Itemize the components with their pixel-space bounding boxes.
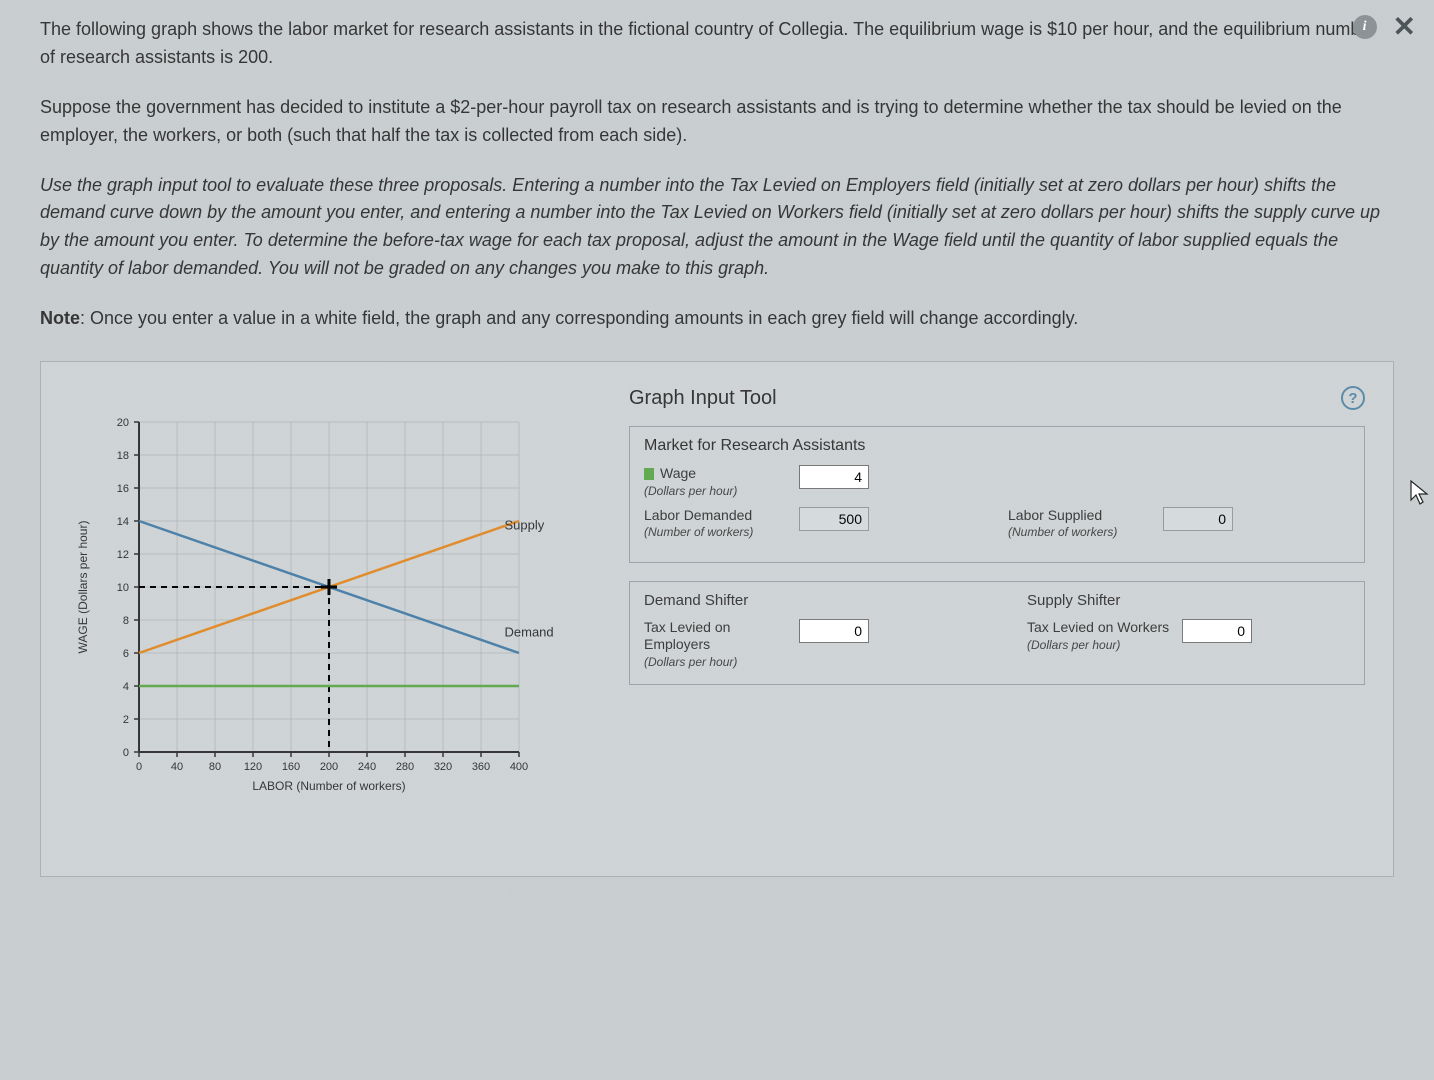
market-section-title: Market for Research Assistants (644, 437, 1350, 455)
shifter-section: Demand Shifter Tax Levied on Employers (… (629, 581, 1365, 684)
svg-text:360: 360 (472, 761, 490, 773)
info-icon[interactable]: i (1353, 15, 1377, 39)
labor-demanded-label: Labor Demanded (Number of workers) (644, 507, 789, 541)
svg-text:120: 120 (244, 761, 262, 773)
svg-text:12: 12 (117, 549, 129, 561)
svg-text:20: 20 (117, 417, 129, 429)
graph-panel: 0246810121416182004080120160200240280320… (40, 361, 1394, 877)
demand-shifter-title: Demand Shifter (644, 592, 967, 609)
note-paragraph: Note: Once you enter a value in a white … (40, 305, 1394, 333)
svg-text:14: 14 (117, 516, 129, 528)
labor-demanded-sub: (Number of workers) (644, 525, 753, 539)
svg-text:WAGE (Dollars per hour): WAGE (Dollars per hour) (76, 521, 90, 654)
tax-employers-input[interactable] (799, 619, 869, 643)
tool-title: Graph Input Tool (629, 387, 777, 410)
tax-employers-sub: (Dollars per hour) (644, 655, 737, 669)
svg-text:240: 240 (358, 761, 376, 773)
tax-workers-input[interactable] (1182, 619, 1252, 643)
svg-text:18: 18 (117, 450, 129, 462)
svg-text:2: 2 (123, 714, 129, 726)
labor-market-chart[interactable]: 0246810121416182004080120160200240280320… (69, 416, 589, 836)
svg-text:Demand: Demand (505, 625, 554, 640)
note-text: : Once you enter a value in a white fiel… (80, 308, 1078, 328)
tax-workers-sub: (Dollars per hour) (1027, 638, 1120, 652)
svg-text:80: 80 (209, 761, 221, 773)
instructions-paragraph: Use the graph input tool to evaluate the… (40, 172, 1394, 284)
svg-text:160: 160 (282, 761, 300, 773)
wage-sub: (Dollars per hour) (644, 484, 737, 498)
labor-demanded-text: Labor Demanded (644, 507, 752, 523)
note-label: Note (40, 308, 80, 328)
svg-text:280: 280 (396, 761, 414, 773)
labor-supplied-label: Labor Supplied (Number of workers) (1008, 507, 1153, 541)
svg-text:40: 40 (171, 761, 183, 773)
chart-area[interactable]: 0246810121416182004080120160200240280320… (69, 386, 589, 836)
labor-supplied-output (1163, 507, 1233, 531)
tax-employers-text: Tax Levied on Employers (644, 619, 730, 652)
supply-shifter-title: Supply Shifter (1027, 592, 1350, 609)
market-section: Market for Research Assistants Wage (Dol… (629, 426, 1365, 563)
wage-label-text: Wage (660, 465, 696, 481)
svg-text:0: 0 (123, 747, 129, 759)
graph-input-tool: Graph Input Tool ? Market for Research A… (629, 386, 1365, 836)
svg-text:4: 4 (123, 681, 129, 693)
tax-employers-label: Tax Levied on Employers (Dollars per hou… (644, 619, 789, 669)
svg-text:Supply: Supply (505, 517, 545, 532)
svg-text:LABOR (Number of workers): LABOR (Number of workers) (252, 779, 405, 793)
intro-paragraph-2: Suppose the government has decided to in… (40, 94, 1394, 150)
svg-text:16: 16 (117, 483, 129, 495)
svg-text:0: 0 (136, 761, 142, 773)
svg-text:400: 400 (510, 761, 528, 773)
close-icon[interactable]: ✕ (1393, 10, 1416, 43)
svg-text:6: 6 (123, 648, 129, 660)
labor-supplied-text: Labor Supplied (1008, 507, 1102, 523)
labor-demanded-output (799, 507, 869, 531)
svg-text:200: 200 (320, 761, 338, 773)
wage-color-marker (644, 468, 654, 480)
svg-text:320: 320 (434, 761, 452, 773)
svg-text:8: 8 (123, 615, 129, 627)
tax-workers-text: Tax Levied on Workers (1027, 619, 1169, 635)
wage-label: Wage (Dollars per hour) (644, 465, 789, 499)
intro-paragraph-1: The following graph shows the labor mark… (40, 16, 1394, 72)
wage-input[interactable] (799, 465, 869, 489)
svg-text:10: 10 (117, 582, 129, 594)
help-icon[interactable]: ? (1341, 386, 1365, 410)
tax-workers-label: Tax Levied on Workers (Dollars per hour) (1027, 619, 1172, 653)
labor-supplied-sub: (Number of workers) (1008, 525, 1117, 539)
